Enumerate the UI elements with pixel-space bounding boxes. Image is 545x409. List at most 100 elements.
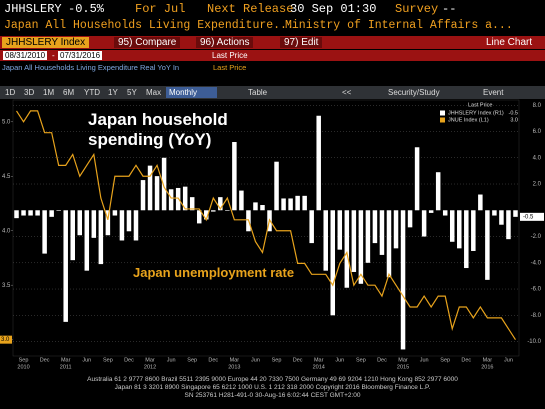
x-tick-label: Dec	[377, 357, 387, 363]
y2-tick-label: -8.0	[531, 313, 542, 319]
range-button[interactable]: 1D	[5, 88, 16, 97]
footer-line: SN 253761 H281-491-0 30-Aug-16 6:02:44 C…	[184, 392, 361, 399]
nav-button[interactable]: <<	[342, 88, 352, 97]
bar	[351, 210, 357, 272]
bar	[330, 210, 336, 316]
bar	[147, 165, 153, 211]
bar	[478, 194, 483, 211]
range-button[interactable]: 5Y	[127, 88, 137, 97]
value-tag-label: 3.0	[1, 337, 10, 343]
bar	[232, 142, 237, 211]
range-button[interactable]: 1Y	[108, 88, 118, 97]
x-year-label: 2010	[17, 364, 29, 370]
bar	[189, 197, 195, 211]
bar	[435, 172, 441, 211]
frequency[interactable]: Monthly	[166, 87, 217, 98]
footer-line: Australia 61 2 9777 8600 Brazil 5511 239…	[87, 376, 458, 383]
bar	[379, 210, 385, 255]
bar	[133, 210, 139, 241]
bar	[218, 197, 223, 211]
bar	[393, 210, 399, 249]
bar	[35, 210, 40, 216]
x-year-label: 2016	[481, 364, 493, 370]
survey: --	[442, 2, 457, 16]
bar	[485, 210, 490, 280]
value-tag	[0, 335, 12, 344]
bar	[91, 210, 97, 238]
y2-tick-label: 6.0	[533, 129, 542, 135]
source: Ministry of Internal Affairs a...	[285, 19, 513, 32]
series-name: Japan All Households Living Expenditure.…	[4, 19, 294, 32]
start-date[interactable]: 08/31/2010	[3, 51, 48, 60]
security[interactable]: JHHSLERY Index	[2, 37, 90, 48]
x-tick-label: Jun	[504, 357, 513, 363]
annotation: Japan household spending (YoY)	[88, 110, 228, 149]
range-button[interactable]: YTD	[84, 88, 100, 97]
x-tick-label: Mar	[314, 357, 324, 363]
chart-type: Line Chart	[486, 37, 533, 48]
y2-tick-label: -6.0	[531, 287, 542, 293]
bar	[154, 176, 160, 211]
table-button[interactable]: Table	[248, 88, 268, 97]
end-date[interactable]: 07/31/2016	[58, 51, 103, 60]
x-tick-label: Jun	[167, 357, 176, 363]
bar	[506, 210, 511, 240]
x-tick-label: Dec	[124, 357, 134, 363]
bar	[119, 210, 125, 241]
x-tick-label: Sep	[356, 357, 366, 363]
range-button[interactable]: Max	[146, 88, 162, 97]
field: Last Price	[212, 51, 248, 60]
y-tick-label: 4.0	[2, 228, 11, 234]
bar	[84, 210, 90, 271]
release-label: Next Release	[207, 2, 294, 16]
x-tick-label: Sep	[272, 357, 282, 363]
bar	[492, 210, 497, 216]
bar	[225, 210, 230, 211]
subtitle: Japan All Households Living Expenditure …	[2, 63, 180, 72]
bar	[449, 210, 455, 242]
x-tick-label: Sep	[187, 357, 197, 363]
actions-button[interactable]: 96) Actions	[196, 37, 254, 48]
bar	[337, 210, 343, 250]
toolbar	[0, 86, 545, 99]
bar	[140, 180, 146, 211]
bar	[414, 147, 420, 211]
bar	[499, 210, 504, 225]
bar	[253, 202, 258, 211]
range-button[interactable]: 3D	[24, 88, 35, 97]
value-tag	[520, 212, 544, 221]
legend-title: Last Price	[468, 102, 492, 108]
y2-tick-label: 2.0	[533, 182, 542, 188]
bar	[386, 210, 392, 278]
bar	[407, 210, 413, 228]
x-tick-label: Dec	[461, 357, 471, 363]
event-button[interactable]: Event	[483, 88, 504, 97]
bar	[358, 210, 364, 284]
y-tick-label: 3.5	[2, 283, 11, 289]
x-year-label: 2011	[60, 364, 72, 370]
bar	[161, 157, 167, 211]
date-dash: -	[52, 51, 55, 60]
bar	[98, 210, 104, 265]
y2-tick-label: -4.0	[531, 260, 542, 266]
study-button[interactable]: Security/Study	[388, 88, 440, 97]
bar	[372, 210, 378, 244]
bar	[288, 198, 293, 211]
x-tick-label: Dec	[293, 357, 303, 363]
range-button[interactable]: 6M	[63, 88, 75, 97]
x-year-label: 2014	[313, 364, 325, 370]
footer-line: Japan 81 3 3201 8900 Singapore 65 6212 1…	[114, 384, 431, 391]
bar	[457, 210, 462, 249]
compare-button[interactable]: 95) Compare	[114, 37, 181, 48]
edit-button[interactable]: 97) Edit	[280, 37, 323, 48]
x-year-label: 2013	[228, 364, 240, 370]
range-button[interactable]: 1M	[43, 88, 55, 97]
bar	[344, 210, 350, 288]
bar	[204, 210, 209, 220]
bar	[21, 210, 26, 216]
y-tick-label: 4.5	[2, 174, 11, 180]
bar	[112, 210, 118, 216]
survey-label: Survey	[395, 2, 439, 16]
bar	[28, 210, 33, 216]
